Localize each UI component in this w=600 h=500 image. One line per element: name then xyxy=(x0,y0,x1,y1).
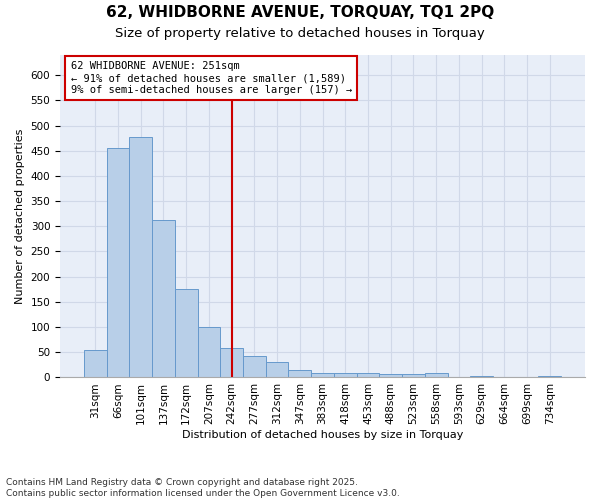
Bar xyxy=(425,374,448,378)
Y-axis label: Number of detached properties: Number of detached properties xyxy=(15,128,25,304)
Bar xyxy=(334,374,356,378)
Text: 62, WHIDBORNE AVENUE, TORQUAY, TQ1 2PQ: 62, WHIDBORNE AVENUE, TORQUAY, TQ1 2PQ xyxy=(106,5,494,20)
Text: Size of property relative to detached houses in Torquay: Size of property relative to detached ho… xyxy=(115,28,485,40)
Bar xyxy=(356,374,379,378)
Bar xyxy=(197,327,220,378)
Bar xyxy=(243,356,266,378)
Bar xyxy=(84,350,107,378)
Bar xyxy=(175,290,197,378)
Bar xyxy=(538,376,561,378)
Text: 62 WHIDBORNE AVENUE: 251sqm
← 91% of detached houses are smaller (1,589)
9% of s: 62 WHIDBORNE AVENUE: 251sqm ← 91% of det… xyxy=(71,62,352,94)
Bar xyxy=(379,374,402,378)
Bar xyxy=(152,220,175,378)
Bar xyxy=(289,370,311,378)
X-axis label: Distribution of detached houses by size in Torquay: Distribution of detached houses by size … xyxy=(182,430,463,440)
Bar xyxy=(130,136,152,378)
Bar xyxy=(266,362,289,378)
Bar xyxy=(402,374,425,378)
Text: Contains HM Land Registry data © Crown copyright and database right 2025.
Contai: Contains HM Land Registry data © Crown c… xyxy=(6,478,400,498)
Bar xyxy=(470,376,493,378)
Bar xyxy=(107,148,130,378)
Bar xyxy=(311,374,334,378)
Bar xyxy=(220,348,243,378)
